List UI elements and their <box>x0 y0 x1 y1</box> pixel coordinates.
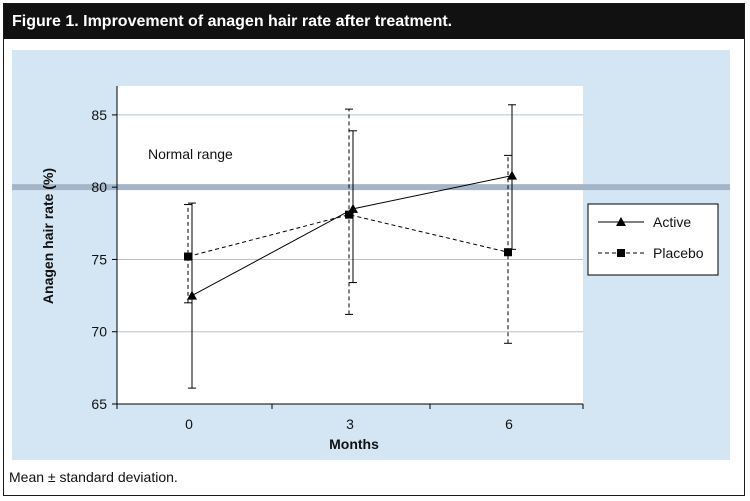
legend-marker-placebo <box>617 249 625 257</box>
y-tick-label: 80 <box>91 179 107 195</box>
legend-label-placebo: Placebo <box>653 245 704 261</box>
footnote: Mean ± standard deviation. <box>9 469 178 485</box>
legend: Active Placebo <box>587 203 719 276</box>
y-tick-label: 75 <box>91 251 107 267</box>
plot-area <box>117 86 583 404</box>
x-axis-label: Months <box>329 436 379 452</box>
y-tick-label: 85 <box>91 107 107 123</box>
legend-marker-active <box>616 217 626 226</box>
data-point-placebo <box>184 252 192 261</box>
data-point-placebo <box>345 210 353 219</box>
y-tick-label: 70 <box>91 324 107 340</box>
legend-box <box>587 203 719 276</box>
data-point-active <box>187 290 197 300</box>
data-point-placebo <box>504 248 512 257</box>
data-point-active <box>507 170 517 180</box>
series-line-placebo <box>187 214 509 258</box>
y-tick-label: 65 <box>91 396 107 412</box>
x-tick-label: 0 <box>185 416 193 432</box>
normal-range-label: Normal range <box>148 146 233 162</box>
figure-title: Figure 1. Improvement of anagen hair rat… <box>4 4 744 39</box>
data-point-active <box>348 203 358 213</box>
y-axis-label: Anagen hair rate (%) <box>40 168 56 304</box>
legend-label-active: Active <box>653 214 691 230</box>
x-tick-label: 3 <box>346 416 354 432</box>
x-tick-label: 6 <box>505 416 513 432</box>
